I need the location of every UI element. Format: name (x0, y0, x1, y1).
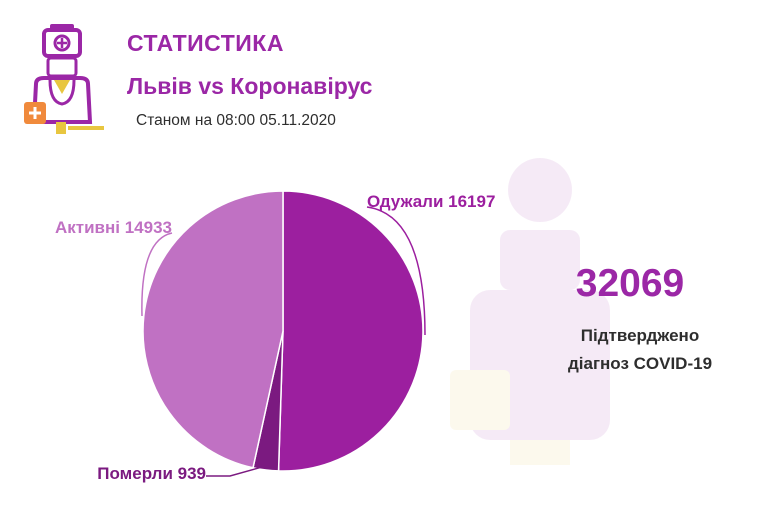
total-label-line1: Підтверджено (580, 326, 700, 345)
slice-label-0: Одужали 16197 (367, 192, 495, 211)
pie-slice-0 (277, 190, 424, 472)
slice-label-1: Померли 939 (97, 464, 206, 483)
leader-line-1 (206, 466, 263, 477)
doctor-icon (24, 24, 104, 134)
total-cases-label: Підтверджено діагноз COVID-19 (540, 322, 740, 378)
as-of-date: Станом на 08:00 05.11.2020 (136, 112, 336, 129)
page-title: СТАТИСТИКА (127, 30, 284, 56)
leader-line-2 (141, 232, 173, 317)
slice-label-2: Активні 14933 (55, 218, 172, 237)
total-cases: 32069 (575, 262, 685, 305)
leader-line-0 (366, 206, 426, 336)
page-subtitle: Львів vs Коронавірус (127, 73, 373, 99)
background-doctor-icon (450, 158, 610, 465)
total-label-line2: діагноз COVID-19 (567, 354, 713, 373)
pie-slice-2 (142, 190, 284, 469)
